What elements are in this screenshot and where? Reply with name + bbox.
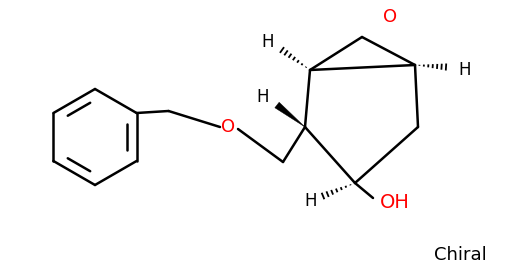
Text: H: H	[262, 33, 274, 51]
Text: OH: OH	[380, 194, 410, 213]
Text: H: H	[257, 88, 269, 106]
Text: O: O	[383, 8, 397, 26]
Text: Chiral: Chiral	[434, 246, 486, 264]
Text: O: O	[221, 118, 235, 136]
Polygon shape	[275, 102, 305, 127]
Text: H: H	[305, 192, 317, 210]
Text: H: H	[459, 61, 471, 79]
